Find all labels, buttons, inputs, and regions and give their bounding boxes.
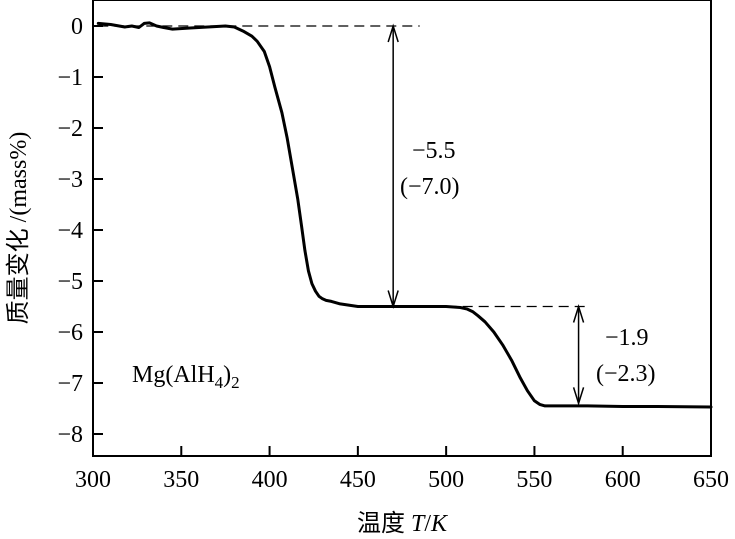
compound-label-a: Mg(AlH xyxy=(132,362,215,388)
annotation-1-main: −5.5 xyxy=(412,138,456,164)
y-tick-label-3: −3 xyxy=(57,167,83,193)
x-axis-title: 温度 T/K xyxy=(357,510,449,537)
series-layer xyxy=(96,21,713,409)
compound-label: Mg(AlH4)2 xyxy=(132,362,240,392)
y-tick-label-8: −8 xyxy=(57,422,83,448)
compound-label-b: ) xyxy=(223,362,231,388)
x-axis-title-main: 温度 xyxy=(357,510,405,537)
compound-label-sub-a: 4 xyxy=(215,373,224,392)
series-line-0 xyxy=(96,21,713,409)
y-tick-label-4: −4 xyxy=(57,218,83,244)
y-tick-label-6: −6 xyxy=(57,320,83,346)
arrow-head-bottom-0 xyxy=(387,290,399,310)
y-axis-title: 质量变化 /(mass%) xyxy=(5,132,32,325)
arrow-head-top-0 xyxy=(387,23,399,43)
reference-lines xyxy=(98,25,588,308)
x-tick-label-1: 350 xyxy=(163,467,199,493)
x-axis-title-var: T xyxy=(411,511,426,537)
annotation-2-main: −1.9 xyxy=(605,325,649,351)
y-tick-label-7: −7 xyxy=(57,371,83,397)
plot-frame xyxy=(92,0,712,457)
y-tick-label-2: −2 xyxy=(57,116,83,142)
arrows-layer xyxy=(387,23,585,406)
x-tick-label-6: 600 xyxy=(605,467,641,493)
x-axis-title-sep: / xyxy=(424,511,431,537)
x-tick-label-0: 300 xyxy=(75,467,111,493)
x-tick-label-2: 400 xyxy=(252,467,288,493)
x-tick-label-7: 650 xyxy=(693,467,729,493)
arrow-head-top-1 xyxy=(572,303,585,323)
annotation-1-sub: (−7.0) xyxy=(400,174,460,200)
y-axis-ticks: 0 −1 −2 −3 −4 −5 −6 −7 −8 xyxy=(57,14,103,448)
x-tick-label-3: 450 xyxy=(340,467,376,493)
y-tick-label-5: −5 xyxy=(57,269,83,295)
compound-label-sub-b: 2 xyxy=(231,373,240,392)
x-tick-label-4: 500 xyxy=(428,467,464,493)
x-tick-label-5: 550 xyxy=(516,467,552,493)
annotation-2-sub: (−2.3) xyxy=(596,361,656,387)
x-axis-title-unit: K xyxy=(430,511,449,537)
arrow-head-bottom-1 xyxy=(572,387,585,406)
y-tick-label-1: −1 xyxy=(57,65,83,91)
y-tick-label-0: 0 xyxy=(71,14,83,40)
x-axis-ticks: 300 350 400 450 500 550 600 650 xyxy=(75,446,729,493)
